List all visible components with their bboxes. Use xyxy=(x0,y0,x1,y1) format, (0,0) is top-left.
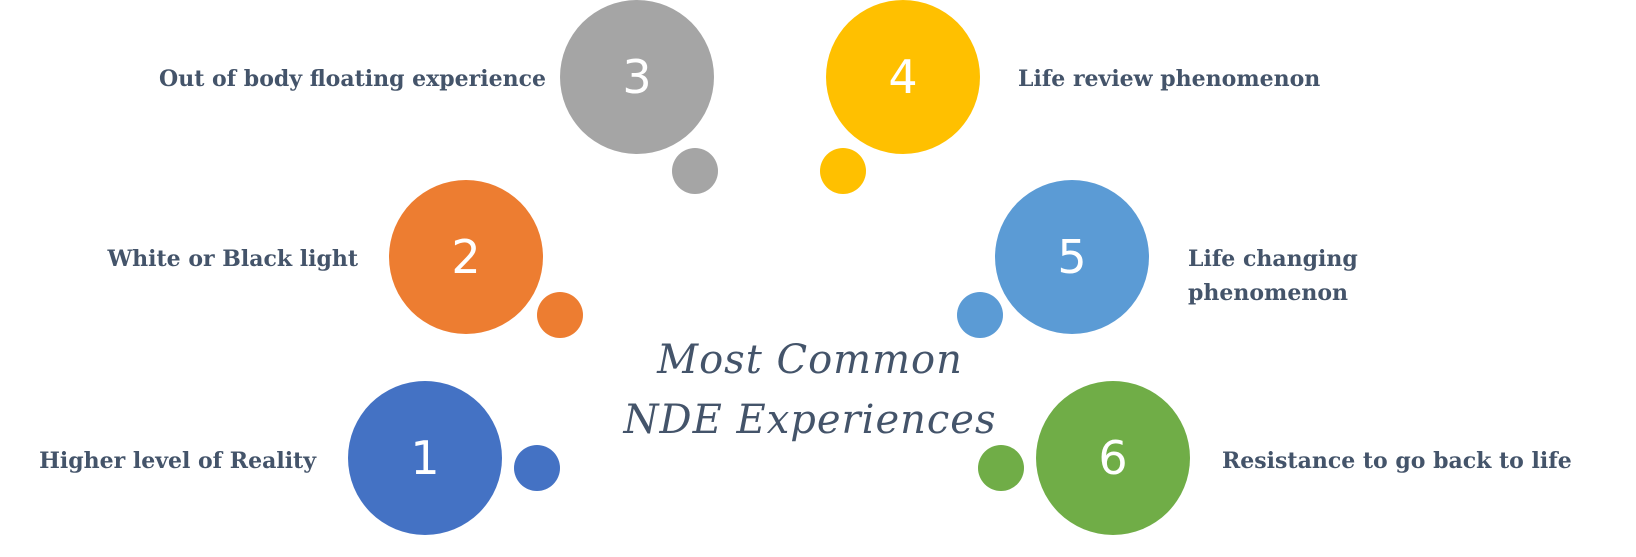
item-3-circle: 3 xyxy=(560,0,714,154)
item-6-circle: 6 xyxy=(1036,381,1190,535)
item-6-bubble xyxy=(978,445,1024,491)
item-6-number: 6 xyxy=(1098,431,1128,485)
item-3-bubble xyxy=(672,148,718,194)
diagram-title-line1: Most Common xyxy=(657,337,963,383)
item-2-number: 2 xyxy=(451,230,481,284)
item-4-label: Life review phenomenon xyxy=(1018,66,1321,92)
item-3-number: 3 xyxy=(622,50,652,104)
item-1-number: 1 xyxy=(410,431,440,485)
item-2-circle: 2 xyxy=(389,180,543,334)
item-2-label: White or Black light xyxy=(107,246,358,272)
item-5-number: 5 xyxy=(1057,230,1087,284)
item-5-circle: 5 xyxy=(995,180,1149,334)
item-4-number: 4 xyxy=(888,50,918,104)
item-1-circle: 1 xyxy=(348,381,502,535)
diagram-title-line2: NDE Experiences xyxy=(623,397,997,443)
item-2-bubble xyxy=(537,292,583,338)
diagram-title: Most Common NDE Experiences xyxy=(600,330,1020,450)
item-3-label: Out of body floating experience xyxy=(159,66,546,92)
item-5-label-line2: phenomenon xyxy=(1188,280,1348,306)
item-4-circle: 4 xyxy=(826,0,980,154)
item-5-bubble xyxy=(957,292,1003,338)
item-6-label: Resistance to go back to life xyxy=(1222,448,1572,474)
item-4-bubble xyxy=(820,148,866,194)
item-5-label-line1: Life changing xyxy=(1188,246,1358,272)
item-1-label: Higher level of Reality xyxy=(39,448,316,474)
item-5-label: Life changing phenomenon xyxy=(1188,242,1358,310)
item-1-bubble xyxy=(514,445,560,491)
